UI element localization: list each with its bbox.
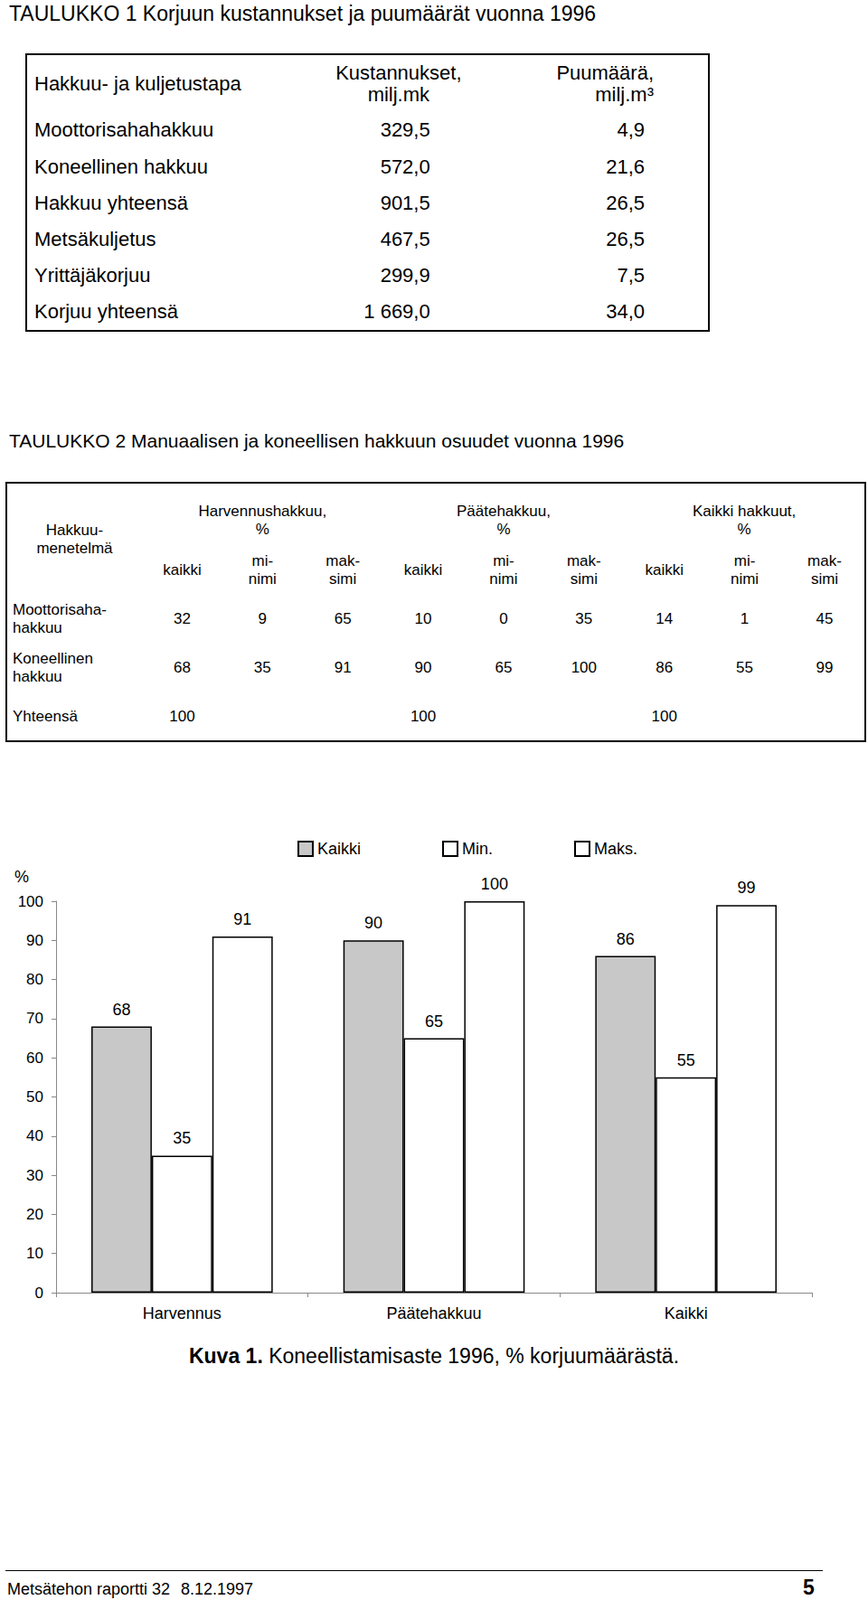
html-text:Puumäärä, milj.m³: Puumäärä, milj.m³	[556, 61, 654, 106]
svg-text:90: 90	[26, 932, 44, 950]
html-text:1: 1	[740, 610, 749, 628]
svg-text:86: 86	[616, 930, 635, 949]
html-text:329,5: 329,5	[380, 118, 431, 142]
svg-text:20: 20	[26, 1206, 44, 1224]
html-text:4,9: 4,9	[617, 118, 645, 142]
html-text:mi- nimi: mi- nimi	[248, 552, 277, 588]
html-text:21,6: 21,6	[605, 155, 645, 178]
html-text:8.12.1997: 8.12.1997	[180, 1580, 254, 1599]
html-text:Yhteensä: Yhteensä	[12, 707, 78, 725]
html-text:45: 45	[816, 610, 834, 628]
html-text:kaikki: kaikki	[403, 561, 443, 579]
html-text:299,9: 299,9	[380, 263, 431, 287]
svg-text:10: 10	[26, 1245, 44, 1263]
html-text:9: 9	[258, 610, 267, 628]
html-text:32: 32	[173, 610, 191, 628]
svg-text:70: 70	[26, 1009, 44, 1028]
html-text:Metsäkuljetus: Metsäkuljetus	[34, 227, 156, 251]
svg-text:Min.: Min.	[462, 839, 493, 859]
html-text:10: 10	[414, 610, 432, 628]
html-text:Harvennushakkuu, %: Harvennushakkuu, %	[198, 502, 327, 538]
svg-text:%: %	[14, 868, 29, 887]
html-text:26,5: 26,5	[605, 191, 645, 214]
html-text:TAULUKKO 1 Korjuun kustannukse: TAULUKKO 1 Korjuun kustannukset ja puumä…	[9, 1, 596, 26]
html-text:35: 35	[253, 659, 272, 677]
svg-text:50: 50	[26, 1088, 44, 1106]
svg-text:99: 99	[737, 878, 756, 897]
svg-text:90: 90	[364, 914, 383, 933]
html-text:5: 5	[802, 1575, 815, 1600]
html-text:Päätehakkuu, %: Päätehakkuu, %	[456, 502, 551, 538]
svg-text:Päätehakkuu: Päätehakkuu	[386, 1304, 482, 1323]
svg-text:35: 35	[172, 1129, 191, 1148]
html-text:86: 86	[655, 659, 673, 677]
html-text:mak- simi: mak- simi	[566, 552, 601, 588]
html-text:55: 55	[736, 659, 754, 677]
svg-text:40: 40	[26, 1127, 44, 1145]
html-text:Kaikki hakkuut, %: Kaikki hakkuut, %	[692, 502, 796, 538]
html-text:Hakkuu- ja kuljetustapa: Hakkuu- ja kuljetustapa	[34, 72, 242, 95]
svg-text:30: 30	[26, 1167, 44, 1185]
html-text:Metsätehon raportti 32: Metsätehon raportti 32	[7, 1580, 171, 1599]
svg-text:Kaikki: Kaikki	[317, 839, 361, 859]
html-text:Kuva 1. Koneellistamisaste 199: Kuva 1. Koneellistamisaste 1996, % korju…	[188, 1344, 680, 1369]
html-text:TAULUKKO 2 Manuaalisen ja kone: TAULUKKO 2 Manuaalisen ja koneellisen ha…	[9, 430, 625, 452]
html-text:7,5: 7,5	[617, 263, 645, 287]
html-text:35: 35	[575, 610, 593, 628]
html-text:100: 100	[651, 707, 678, 725]
html-text:65: 65	[495, 659, 513, 677]
svg-text:Harvennus: Harvennus	[142, 1304, 222, 1323]
svg-text:100: 100	[481, 875, 509, 894]
html-text:kaikki: kaikki	[645, 561, 684, 579]
svg-text:100: 100	[18, 893, 44, 911]
html-text:Korjuu yhteensä: Korjuu yhteensä	[34, 300, 179, 323]
html-text:Koneellinen hakkuu: Koneellinen hakkuu	[34, 155, 208, 178]
html-text:901,5: 901,5	[380, 191, 431, 214]
html-text:mak- simi: mak- simi	[807, 552, 842, 588]
html-text:68: 68	[173, 659, 191, 677]
html-text:467,5: 467,5	[380, 227, 431, 251]
html-text:34,0: 34,0	[605, 300, 645, 323]
html-text:100: 100	[410, 707, 437, 725]
html-text:kaikki: kaikki	[162, 561, 202, 579]
svg-text:60: 60	[26, 1049, 44, 1067]
html-text:100: 100	[571, 659, 597, 677]
html-text:26,5: 26,5	[605, 227, 645, 251]
svg-text:65: 65	[424, 1012, 444, 1031]
svg-text:80: 80	[26, 971, 44, 989]
html-text:99: 99	[816, 659, 834, 677]
html-text:Moottorisaha- hakkuu: Moottorisaha- hakkuu	[12, 601, 107, 637]
html-text:Hakkuu yhteensä: Hakkuu yhteensä	[34, 191, 189, 214]
html-text:Kustannukset, milj.mk: Kustannukset, milj.mk	[335, 61, 462, 106]
html-text:572,0: 572,0	[380, 155, 431, 178]
html-text:mak- simi: mak- simi	[325, 552, 360, 588]
svg-text:Maks.: Maks.	[594, 839, 638, 859]
html-text:90: 90	[414, 659, 432, 677]
svg-text:91: 91	[233, 910, 252, 929]
html-text:100: 100	[169, 707, 195, 725]
html-text:mi- nimi: mi- nimi	[489, 552, 518, 588]
html-text:Hakkuu- menetelmä: Hakkuu- menetelmä	[36, 521, 113, 557]
html-text:Yrittäjäkorjuu: Yrittäjäkorjuu	[34, 263, 151, 287]
html-text:mi- nimi: mi- nimi	[730, 552, 759, 588]
html-text:Koneellinen hakkuu: Koneellinen hakkuu	[12, 650, 94, 686]
svg-text:0: 0	[35, 1284, 44, 1302]
svg-text:68: 68	[112, 1000, 131, 1019]
svg-text:55: 55	[677, 1051, 696, 1070]
html-text:91: 91	[334, 659, 352, 677]
html-text:14: 14	[655, 610, 673, 628]
html-text:1 669,0: 1 669,0	[363, 300, 431, 323]
html-text:65: 65	[334, 610, 352, 628]
html-text:Moottorisahahakkuu: Moottorisahahakkuu	[34, 118, 214, 142]
html-text:0: 0	[499, 610, 508, 628]
svg-text:Kaikki: Kaikki	[664, 1304, 708, 1323]
